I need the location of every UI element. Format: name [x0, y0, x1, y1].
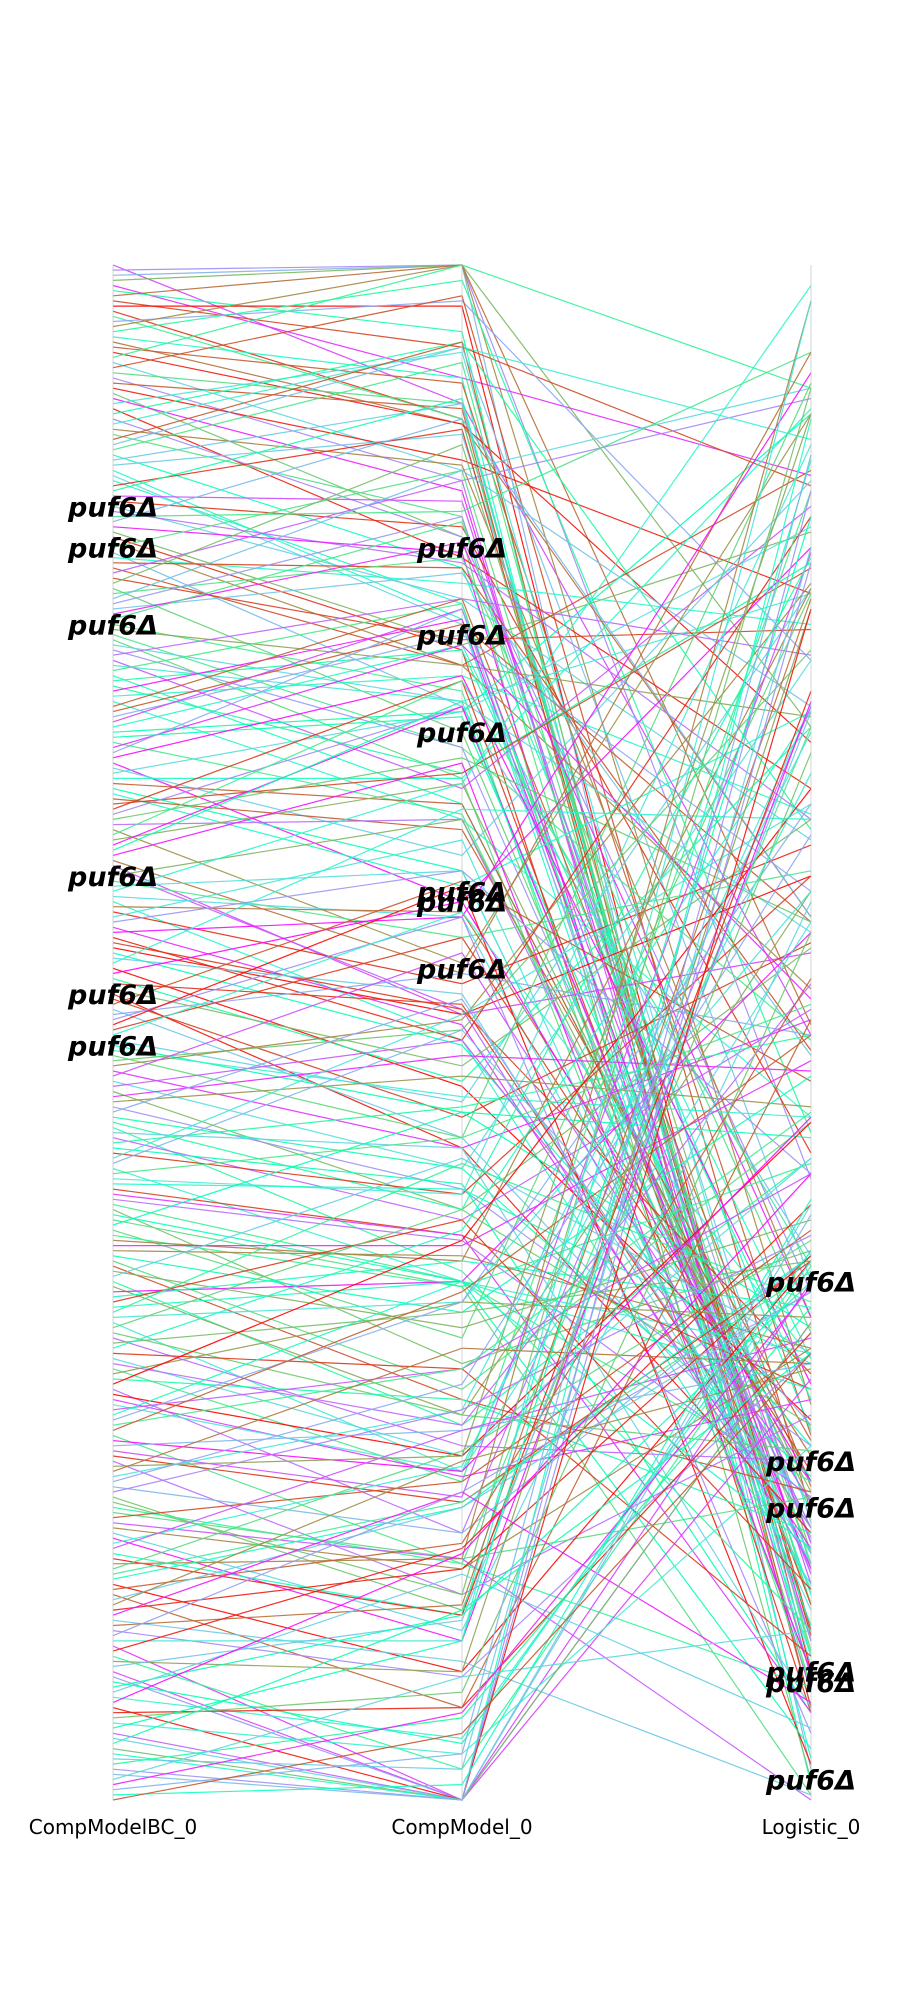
highlight-label: puf6Δ	[67, 1031, 158, 1062]
axis-label: CompModelBC_0	[29, 1815, 198, 1839]
highlight-label: puf6Δ	[67, 610, 158, 641]
highlight-label: puf6Δ	[416, 877, 507, 908]
highlight-label: puf6Δ	[67, 980, 158, 1011]
axes: CompModelBC_0 CompModel_0 Logistic_0	[29, 265, 861, 1839]
axis-label: Logistic_0	[762, 1815, 861, 1839]
highlight-label: puf6Δ	[67, 533, 158, 564]
highlight-label: puf6Δ	[416, 954, 507, 985]
highlight-label: puf6Δ	[416, 621, 507, 652]
highlight-label: puf6Δ	[67, 862, 158, 893]
highlight-label: puf6Δ	[416, 533, 507, 564]
highlight-labels: puf6Δpuf6Δpuf6Δpuf6Δpuf6Δpuf6Δpuf6Δpuf6Δ…	[67, 492, 856, 1796]
highlight-label: puf6Δ	[416, 718, 507, 749]
highlight-label: puf6Δ	[765, 1493, 856, 1524]
highlight-label: puf6Δ	[765, 1668, 856, 1699]
highlight-label: puf6Δ	[765, 1766, 856, 1797]
highlight-label: puf6Δ	[765, 1658, 856, 1689]
axis-label: CompModel_0	[391, 1815, 532, 1839]
highlight-label: puf6Δ	[765, 1447, 856, 1478]
highlight-label: puf6Δ	[765, 1268, 856, 1299]
highlight-label: puf6Δ	[416, 888, 507, 919]
highlight-label: puf6Δ	[67, 492, 158, 523]
